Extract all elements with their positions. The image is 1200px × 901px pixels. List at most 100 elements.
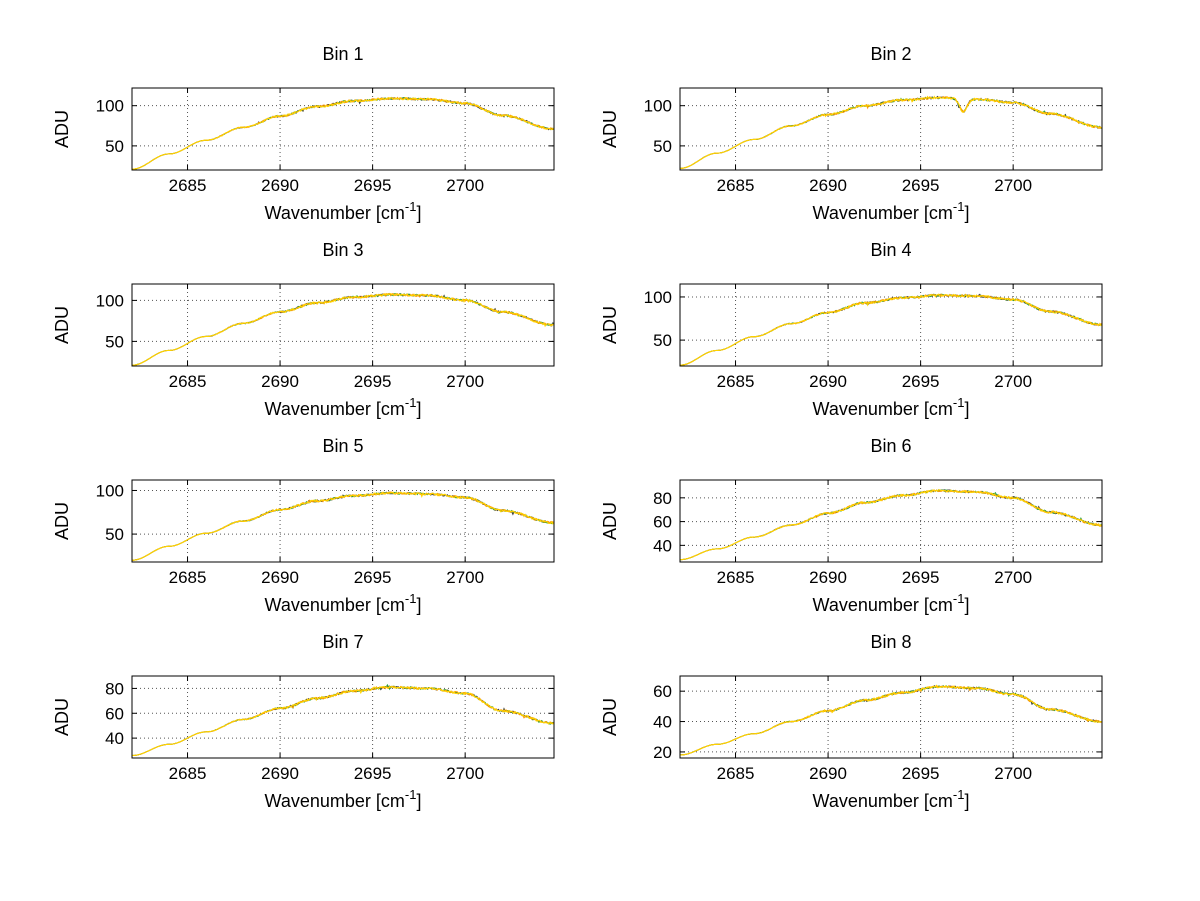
x-tick-label: 2690 <box>809 176 847 195</box>
x-tick-label: 2700 <box>446 372 484 391</box>
trace-yellow <box>131 96 555 170</box>
y-tick-label: 50 <box>105 332 124 351</box>
x-axis-label: Wavenumber [cm-1] <box>813 395 970 419</box>
x-axis-label: Wavenumber [cm-1] <box>813 591 970 615</box>
y-tick-label: 100 <box>96 97 124 116</box>
axes-box <box>131 87 555 171</box>
x-axis-label-main: Wavenumber [cm <box>265 791 405 811</box>
trace-yellow <box>679 95 1103 169</box>
x-tick-label: 2690 <box>809 764 847 783</box>
x-tick-label: 2690 <box>809 568 847 587</box>
x-tick-label: 2695 <box>902 764 940 783</box>
plot-title: Bin 6 <box>870 436 911 456</box>
trace-green <box>679 293 1103 366</box>
subplot-bin-6: 2685 2690 2695 2700 40 60 80 Bin 6 ADU Wavenumber… <box>600 436 1103 615</box>
x-axis-label-close: ] <box>964 791 969 811</box>
x-axis-label-main: Wavenumber [cm <box>265 399 405 419</box>
x-tick-label: 2700 <box>994 176 1032 195</box>
subplot-bin-8: 2685 2690 2695 2700 20 40 60 Bin 8 ADU Wavenumber… <box>600 632 1103 811</box>
x-tick-label: 2685 <box>717 764 755 783</box>
x-axis-label-close: ] <box>964 595 969 615</box>
trace-dark <box>131 292 555 366</box>
x-axis-label-main: Wavenumber [cm <box>813 399 953 419</box>
trace-orange <box>131 293 555 366</box>
x-tick-label: 2695 <box>354 568 392 587</box>
y-axis-label: ADU <box>600 110 620 148</box>
trace-orange <box>132 491 555 561</box>
subplot-bin-1: 2685 2690 2695 2700 50 100 Bin 1 ADU Wavenumber … <box>52 44 555 223</box>
axes-box <box>679 283 1103 367</box>
trace-yellow <box>131 491 555 561</box>
x-tick-label: 2695 <box>354 372 392 391</box>
x-tick-label: 2685 <box>169 372 207 391</box>
x-axis-label-main: Wavenumber [cm <box>265 595 405 615</box>
plot-title: Bin 7 <box>322 632 363 652</box>
trace-green <box>131 683 555 757</box>
trace-yellow <box>131 685 555 757</box>
x-axis-label: Wavenumber [cm-1] <box>813 787 970 811</box>
x-axis-label-superscript: -1 <box>953 395 965 410</box>
x-tick-label: 2700 <box>446 568 484 587</box>
x-axis-label-superscript: -1 <box>405 395 417 410</box>
x-tick-label: 2685 <box>717 568 755 587</box>
plot-title: Bin 1 <box>322 44 363 64</box>
x-axis-label-superscript: -1 <box>953 787 965 802</box>
x-tick-label: 2700 <box>994 764 1032 783</box>
x-axis-label-main: Wavenumber [cm <box>813 203 953 223</box>
x-tick-label: 2700 <box>446 764 484 783</box>
y-tick-label: 60 <box>653 513 672 532</box>
trace-yellow <box>680 489 1103 561</box>
x-axis-label-close: ] <box>416 203 421 223</box>
x-axis-label-superscript: -1 <box>953 591 965 606</box>
trace-dark <box>679 489 1103 561</box>
x-axis-label-superscript: -1 <box>405 199 417 214</box>
x-tick-label: 2695 <box>354 764 392 783</box>
y-tick-label: 60 <box>653 682 672 701</box>
trace-green <box>132 292 555 366</box>
y-axis-label: ADU <box>52 502 72 540</box>
y-tick-label: 50 <box>105 137 124 156</box>
y-tick-label: 40 <box>105 729 124 748</box>
y-tick-label: 50 <box>653 331 672 350</box>
trace-dark <box>132 97 555 170</box>
y-axis-label: ADU <box>52 110 72 148</box>
x-tick-label: 2685 <box>169 568 207 587</box>
x-tick-label: 2685 <box>169 764 207 783</box>
x-tick-label: 2695 <box>902 176 940 195</box>
x-tick-label: 2695 <box>354 176 392 195</box>
axes-box <box>679 479 1103 563</box>
axes-box <box>679 87 1103 171</box>
trace-dark <box>131 491 555 561</box>
x-axis-label-main: Wavenumber [cm <box>813 791 953 811</box>
x-axis-label-close: ] <box>416 791 421 811</box>
trace-orange <box>679 685 1103 756</box>
y-axis-label: ADU <box>600 698 620 736</box>
x-tick-label: 2685 <box>717 372 755 391</box>
y-tick-label: 50 <box>105 525 124 544</box>
x-axis-label-superscript: -1 <box>405 591 417 606</box>
trace-yellow <box>132 293 555 366</box>
trace-green <box>131 491 555 561</box>
y-axis-label: ADU <box>52 306 72 344</box>
y-tick-label: 100 <box>644 97 672 116</box>
y-tick-label: 40 <box>653 536 672 555</box>
axes-box <box>131 283 555 367</box>
x-tick-label: 2690 <box>809 372 847 391</box>
plot-title: Bin 4 <box>870 240 911 260</box>
subplot-bin-2: 2685 2690 2695 2700 50 100 Bin 2 ADU Wavenumber … <box>600 44 1103 223</box>
x-axis-label-main: Wavenumber [cm <box>813 595 953 615</box>
subplot-bin-4: 2685 2690 2695 2700 50 100 Bin 4 ADU Wavenumber … <box>600 240 1103 419</box>
x-axis-label-close: ] <box>964 203 969 223</box>
y-tick-label: 50 <box>653 137 672 156</box>
trace-dark <box>680 95 1103 169</box>
trace-dark <box>131 685 555 757</box>
y-tick-label: 60 <box>105 704 124 723</box>
x-tick-label: 2690 <box>261 176 299 195</box>
x-axis-label-close: ] <box>416 595 421 615</box>
trace-orange <box>679 489 1103 561</box>
x-tick-label: 2690 <box>261 372 299 391</box>
x-axis-label-close: ] <box>964 399 969 419</box>
x-tick-label: 2700 <box>994 372 1032 391</box>
x-tick-label: 2690 <box>261 568 299 587</box>
